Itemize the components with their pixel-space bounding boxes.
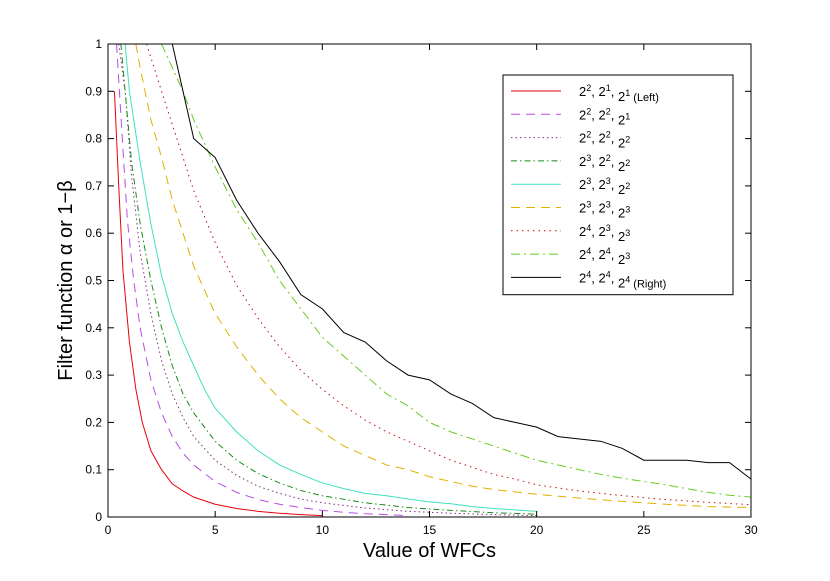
y-tick-label: 0 <box>95 510 102 524</box>
series-line-7 <box>146 44 751 506</box>
legend-entry-4: 23, 22, 22 <box>579 153 630 174</box>
legend-box <box>502 74 734 296</box>
y-tick-label: 0.6 <box>85 226 102 240</box>
y-tick-label: 0.9 <box>85 84 102 98</box>
series-line-4 <box>120 44 537 515</box>
legend-entry-3: 22, 22, 22 <box>579 130 630 151</box>
y-axis-label: Filter function α or 1−β <box>55 180 77 380</box>
legend-entry-6: 23, 23, 23 <box>579 200 630 221</box>
y-tick-label: 1 <box>95 37 102 51</box>
y-tick-label: 0.8 <box>85 132 102 146</box>
x-tick-label: 0 <box>105 523 112 537</box>
series-line-1 <box>113 91 323 517</box>
y-tick-label: 0.4 <box>85 321 102 335</box>
y-tick-label: 0.2 <box>85 415 102 429</box>
x-tick-label: 20 <box>530 523 544 537</box>
x-tick-label: 10 <box>316 523 330 537</box>
series-line-6 <box>135 44 751 509</box>
legend-entry-7: 24, 23, 23 <box>579 223 630 244</box>
y-tick-label: 0.7 <box>85 179 102 193</box>
series-line-9 <box>171 44 751 480</box>
x-axis-label: Value of WFCs <box>363 540 496 562</box>
y-tick-label: 0.3 <box>85 368 102 382</box>
x-tick-label: 15 <box>423 523 437 537</box>
x-tick-label: 5 <box>212 523 219 537</box>
y-tick-label: 0.1 <box>85 463 102 477</box>
series-layer <box>113 44 751 517</box>
legend-entry-2: 22, 22, 21 <box>579 106 630 127</box>
x-tick-label: 30 <box>744 523 758 537</box>
series-line-3 <box>118 44 537 517</box>
series-line-2 <box>116 44 409 517</box>
legend-entry-1: 22, 21, 21 (Left) <box>579 83 659 104</box>
series-line-5 <box>124 44 537 512</box>
legend-entry-5: 23, 23, 22 <box>579 176 630 197</box>
axes-layer: 0 5 10 15 20 25 30 0 0.1 0.2 0.3 0.4 0.5 0.6 0.7 0.8 0.9… <box>85 37 758 537</box>
legend-entry-9: 24, 24, 24 (Right) <box>579 269 666 290</box>
y-tick-label: 0.5 <box>85 274 102 288</box>
legend-entry-8: 24, 24, 23 <box>579 246 630 267</box>
series-line-8 <box>161 44 751 498</box>
x-tick-label: 25 <box>637 523 651 537</box>
